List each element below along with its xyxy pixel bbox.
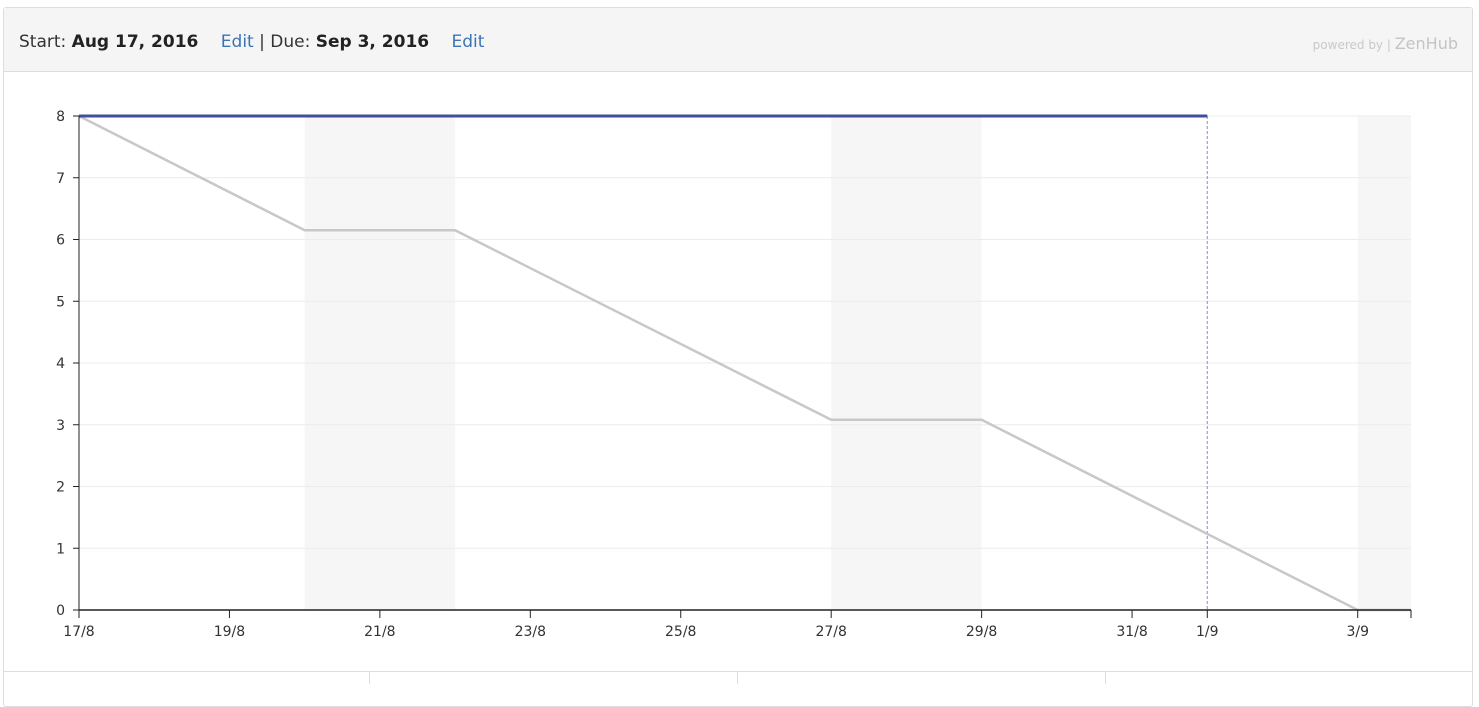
burndown-panel: Start: Aug 17, 2016 Edit | Due: Sep 3, 2…	[3, 7, 1473, 707]
summary-cell	[370, 672, 738, 684]
x-tick-label: 25/8	[665, 624, 696, 640]
milestone-dates: Start: Aug 17, 2016 Edit | Due: Sep 3, 2…	[19, 32, 484, 52]
y-tick-label: 8	[56, 109, 65, 125]
x-tick-label: 21/8	[364, 624, 395, 640]
start-date: Aug 17, 2016	[71, 32, 199, 52]
zenhub-logo: ZenHub	[1394, 34, 1458, 53]
summary-cell	[3, 672, 370, 684]
due-date: Sep 3, 2016	[315, 32, 430, 52]
x-tick-label: 29/8	[966, 624, 997, 640]
y-tick-label: 3	[56, 418, 65, 434]
x-tick-label: 31/8	[1116, 624, 1147, 640]
summary-cell	[738, 672, 1106, 684]
y-tick-label: 2	[56, 480, 65, 496]
y-tick-label: 1	[56, 541, 65, 557]
y-tick-label: 6	[56, 233, 65, 249]
y-tick-label: 5	[56, 294, 65, 310]
edit-start-link[interactable]: Edit	[220, 32, 254, 52]
start-label: Start:	[19, 32, 67, 52]
edit-due-link[interactable]: Edit	[451, 32, 485, 52]
burndown-chart: 0 1 2 3 4 5 6 7 8 17/8 19/8 21/8 23/8 25/8 27/8 29/8 31/…	[56, 109, 1412, 640]
panel-header: Start: Aug 17, 2016 Edit | Due: Sep 3, 2…	[4, 8, 1472, 72]
summary-row	[3, 671, 1473, 684]
separator: |	[259, 32, 265, 52]
x-tick-label: 1/9	[1196, 624, 1219, 640]
y-tick-label: 0	[56, 603, 65, 619]
powered-by[interactable]: powered by | ZenHub	[1313, 34, 1458, 53]
x-tick-label: 17/8	[63, 624, 94, 640]
y-tick-label: 7	[56, 171, 65, 187]
due-label: Due:	[270, 32, 311, 52]
x-tick-label: 23/8	[515, 624, 546, 640]
y-tick-label: 4	[56, 356, 65, 372]
axes: 0 1 2 3 4 5 6 7 8 17/8 19/8 21/8 23/8 25/8 27/8 29/8 31/…	[56, 109, 1412, 640]
powered-by-text: powered by |	[1312, 38, 1391, 52]
x-tick-label: 19/8	[214, 624, 245, 640]
x-tick-label: 27/8	[815, 624, 846, 640]
x-tick-label: 3/9	[1346, 624, 1369, 640]
grid-lines	[79, 115, 1411, 549]
